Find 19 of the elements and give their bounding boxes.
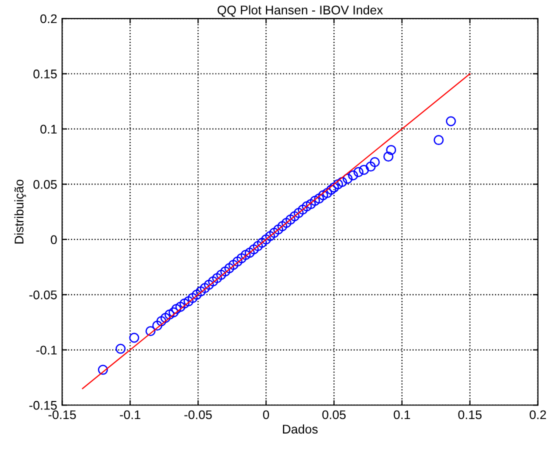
y-tick-label: -0.1 bbox=[36, 346, 57, 355]
chart-title: QQ Plot Hansen - IBOV Index bbox=[218, 5, 383, 17]
x-axis-title: Dados bbox=[282, 424, 318, 434]
x-tick-label: 0.1 bbox=[394, 410, 410, 420]
y-axis-title: Distribuição bbox=[14, 180, 26, 244]
y-tick-label: 0.15 bbox=[33, 70, 57, 78]
x-tick-label: -0.15 bbox=[48, 410, 76, 420]
x-tick-label: 0 bbox=[263, 410, 270, 420]
y-tick-label: -0.05 bbox=[29, 290, 57, 300]
x-tick-label: 0.15 bbox=[458, 410, 482, 420]
x-tick-label: -0.05 bbox=[184, 410, 212, 420]
x-tick-label: -0.1 bbox=[120, 410, 140, 420]
x-tick-label: 0.2 bbox=[530, 410, 546, 420]
x-tick-label: 0.05 bbox=[322, 410, 346, 420]
y-tick-label: -0.15 bbox=[29, 400, 57, 410]
y-tick-label: 0.2 bbox=[40, 14, 57, 24]
y-tick-label: 0.1 bbox=[40, 124, 57, 134]
y-tick-label: 0 bbox=[50, 235, 57, 244]
y-tick-label: 0.05 bbox=[33, 180, 57, 189]
